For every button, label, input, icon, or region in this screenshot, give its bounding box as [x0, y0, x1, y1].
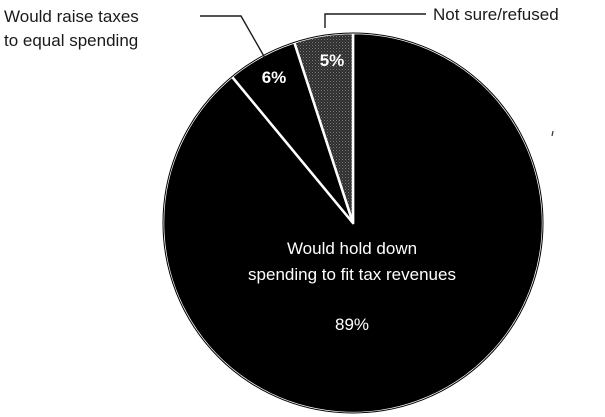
label-raise-taxes-line1: Would raise taxes	[4, 7, 139, 26]
pie-outline	[162, 32, 544, 414]
leader-line-raise-taxes	[200, 15, 266, 59]
pie-slices	[161, 31, 545, 415]
label-hold-down-line1: Would hold down	[287, 239, 417, 258]
value-label-raise-taxes: 6%	[262, 68, 287, 87]
value-label-hold-down: 89%	[335, 315, 369, 334]
label-raise-taxes-line2: to equal spending	[4, 31, 138, 50]
leader-line-not-sure	[324, 13, 426, 28]
label-not-sure: Not sure/refused	[433, 5, 559, 24]
value-label-not-sure: 5%	[320, 51, 345, 70]
scan-mark	[551, 130, 554, 137]
label-hold-down-line2: spending to fit tax revenues	[248, 265, 456, 284]
